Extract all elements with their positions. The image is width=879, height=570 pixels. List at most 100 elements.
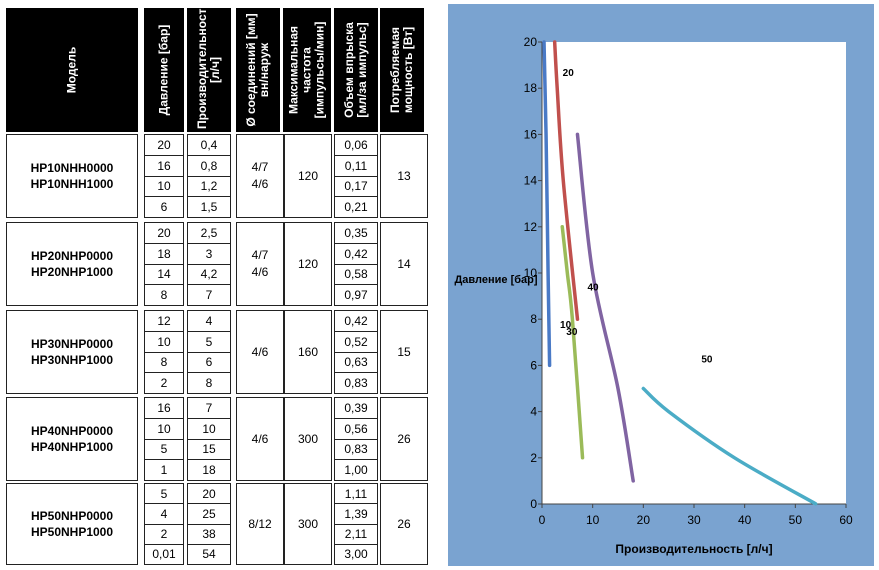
pressure-value: 16 bbox=[145, 156, 183, 177]
frequency-cell: 300 bbox=[284, 397, 332, 481]
volume-value: 1,11 bbox=[335, 484, 377, 505]
pressure-value: 20 bbox=[145, 223, 183, 244]
model-cell: HP20NHP0000 HP20NHP1000 bbox=[6, 222, 138, 306]
power-cell: 13 bbox=[380, 134, 428, 218]
power-value: 15 bbox=[397, 344, 411, 359]
x-axis-label: Производительность [л/ч] bbox=[615, 542, 772, 556]
model-name: HP30NHP0000 bbox=[30, 337, 114, 351]
frequency-cell: 120 bbox=[284, 134, 332, 218]
pressure-value: 6 bbox=[160, 200, 168, 215]
model-cell: HP30NHP0000 HP30NHP1000 bbox=[6, 310, 138, 394]
diameter-value: 4/7 bbox=[251, 248, 269, 262]
model-name: HP40NHP0000 bbox=[30, 424, 114, 438]
series-20-line bbox=[552, 40, 580, 321]
diameter-cell: 4/7 4/6 bbox=[236, 134, 284, 218]
volume-value: 3,00 bbox=[344, 547, 368, 562]
pressure-value: 14 bbox=[145, 265, 183, 286]
volume-value: 0,17 bbox=[335, 177, 377, 198]
frequency-value: 120 bbox=[297, 256, 319, 271]
frequency-value: 160 bbox=[297, 344, 319, 359]
y-tick-label: 18 bbox=[524, 81, 538, 95]
volume-value: 0,63 bbox=[335, 353, 377, 374]
flow-value: 4,2 bbox=[188, 265, 230, 286]
diameter-cell: 4/6 bbox=[236, 397, 284, 481]
model-name: HP10NHH1000 bbox=[30, 177, 114, 191]
flow-value: 5 bbox=[188, 332, 230, 353]
pressure-value: 4 bbox=[145, 504, 183, 525]
pressure-cell: 16 10 5 1 bbox=[144, 397, 184, 481]
y-tick-label: 20 bbox=[524, 35, 538, 49]
x-tick-label: 40 bbox=[738, 513, 752, 527]
plot-area bbox=[542, 42, 846, 504]
volume-cell: 0,42 0,52 0,63 0,83 bbox=[334, 310, 378, 394]
volume-value: 0,06 bbox=[335, 135, 377, 156]
volume-cell: 0,39 0,56 0,83 1,00 bbox=[334, 397, 378, 481]
series-50-line bbox=[641, 386, 818, 506]
model-name: HP10NHH0000 bbox=[30, 161, 114, 175]
pressure-cell: 20 18 14 8 bbox=[144, 222, 184, 306]
volume-value: 0,52 bbox=[335, 332, 377, 353]
volume-value: 0,35 bbox=[335, 223, 377, 244]
flow-cell: 0,4 0,8 1,2 1,5 bbox=[187, 134, 231, 218]
pressure-value: 1 bbox=[160, 463, 168, 478]
flow-value: 25 bbox=[188, 504, 230, 525]
series-10-line bbox=[542, 40, 552, 368]
flow-value: 15 bbox=[188, 440, 230, 461]
volume-value: 2,11 bbox=[335, 525, 377, 545]
power-value: 13 bbox=[397, 168, 411, 183]
frequency-cell: 120 bbox=[284, 222, 332, 306]
model-name: HP50NHP0000 bbox=[30, 509, 114, 523]
flow-value: 38 bbox=[188, 525, 230, 545]
volume-value: 0,58 bbox=[335, 265, 377, 286]
series-40-label: 40 bbox=[587, 282, 599, 293]
series-30-label: 30 bbox=[566, 327, 578, 338]
x-tick-label: 50 bbox=[789, 513, 803, 527]
flow-value: 3 bbox=[188, 244, 230, 265]
pressure-value: 5 bbox=[145, 484, 183, 505]
pressure-cell: 12 10 8 2 bbox=[144, 310, 184, 394]
x-tick-label: 10 bbox=[586, 513, 600, 527]
volume-cell: 1,11 1,39 2,11 3,00 bbox=[334, 483, 378, 565]
diameter-value: 4/6 bbox=[251, 344, 269, 359]
header-frequency-label: Максимальная частота [импульсы/мин] bbox=[286, 21, 327, 119]
pressure-value: 2 bbox=[145, 525, 183, 545]
header-pressure-label: Давление [бар] bbox=[156, 24, 171, 116]
power-cell: 14 bbox=[380, 222, 428, 306]
header-model-label: Модель bbox=[64, 46, 79, 94]
pressure-value: 10 bbox=[145, 332, 183, 353]
series-layer bbox=[542, 40, 818, 506]
header-power-label: Потребляемая мощность [Вт] bbox=[388, 26, 415, 114]
header-volume: Объем впрыска [мл/за импульс] bbox=[334, 8, 378, 132]
flow-cell: 7 10 15 18 bbox=[187, 397, 231, 481]
pressure-value: 10 bbox=[145, 177, 183, 198]
frequency-value: 300 bbox=[297, 516, 319, 531]
volume-value: 0,11 bbox=[335, 156, 377, 177]
header-model: Модель bbox=[6, 8, 138, 132]
axes: 0 10 20 30 40 50 60 0 2 4 6 8 10 12 14 16 18 20 bbox=[524, 35, 853, 527]
y-tick-label: 12 bbox=[524, 220, 538, 234]
flow-value: 4 bbox=[188, 311, 230, 332]
volume-value: 1,39 bbox=[335, 504, 377, 525]
pressure-value: 12 bbox=[145, 311, 183, 332]
pressure-flow-chart: 0 10 20 30 40 50 60 0 2 4 6 8 10 12 14 16 18 20 10 20 30 40 5… bbox=[448, 4, 874, 566]
series-labels: 10 20 30 40 50 bbox=[560, 68, 713, 366]
diameter-value: 4/6 bbox=[251, 431, 269, 446]
flow-value: 7 bbox=[188, 398, 230, 419]
y-tick-label: 10 bbox=[524, 266, 538, 280]
header-flow-label: Производительность [л/ч] bbox=[195, 1, 222, 129]
series-30-line bbox=[560, 225, 585, 460]
power-cell: 26 bbox=[380, 397, 428, 481]
pressure-value: 10 bbox=[145, 419, 183, 440]
volume-value: 0,97 bbox=[344, 288, 368, 303]
flow-value: 7 bbox=[205, 288, 213, 303]
volume-value: 0,39 bbox=[335, 398, 377, 419]
header-volume-label: Объем впрыска [мл/за импульс] bbox=[342, 22, 369, 118]
series-20-label: 20 bbox=[563, 68, 575, 79]
x-tick-label: 30 bbox=[687, 513, 701, 527]
flow-value: 8 bbox=[205, 376, 213, 391]
diameter-cell: 8/12 bbox=[236, 483, 284, 565]
flow-cell: 4 5 6 8 bbox=[187, 310, 231, 394]
flow-value: 2,5 bbox=[188, 223, 230, 244]
flow-value: 6 bbox=[188, 353, 230, 374]
x-tick-label: 0 bbox=[539, 513, 546, 527]
